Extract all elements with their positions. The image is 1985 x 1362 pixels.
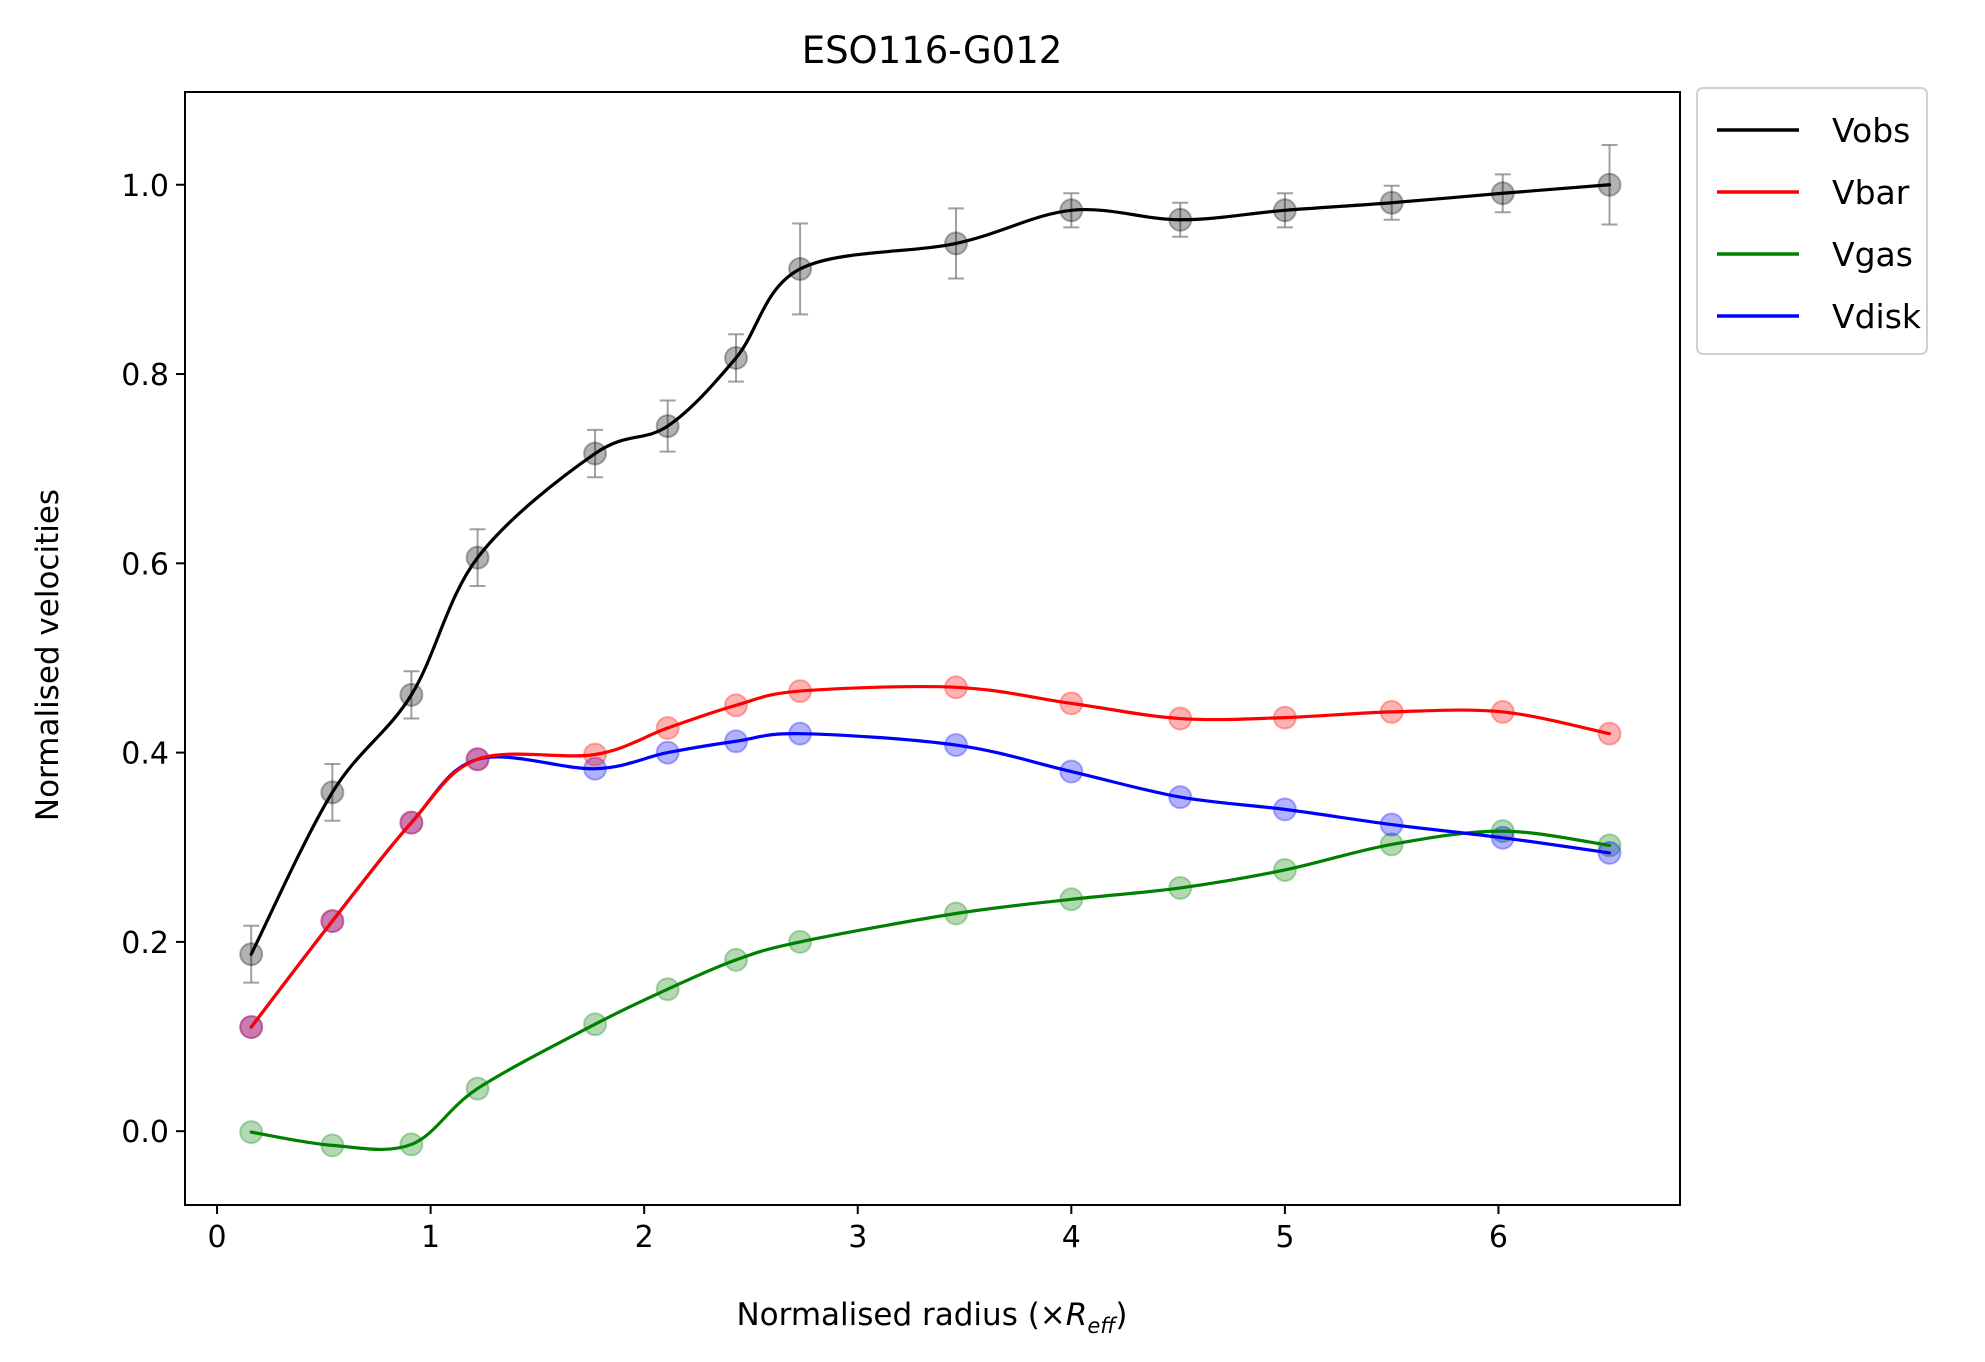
axis-ticks: 0 1 2 3 4 5 6 0.0 0.2 0.4 0.6 0.8 1.0 (121, 91, 1681, 1255)
y-tick-label: 0.4 (121, 737, 169, 772)
x-tick-label: 2 (635, 1220, 654, 1255)
y-tick-label: 0.8 (121, 358, 169, 393)
vgas-line (249, 829, 1612, 1152)
x-tick-label: 6 (1489, 1220, 1508, 1255)
legend-label-vbar: Vbar (1832, 173, 1910, 212)
axes-frame (184, 91, 1681, 1206)
vbar-line (249, 685, 1612, 1029)
y-tick-label: 0.2 (121, 926, 169, 961)
y-axis-title: Normalised velocities (30, 489, 66, 821)
x-tick-label: 1 (421, 1220, 440, 1255)
x-tick-label: 5 (1275, 1220, 1294, 1255)
vobs-line (249, 183, 1612, 956)
legend-label-vobs: Vobs (1832, 111, 1910, 150)
y-tick-label: 0.0 (121, 1115, 169, 1150)
x-axis-title-prefix: Normalised radius (× (736, 1297, 1065, 1333)
y-tick-label: 1.0 (121, 169, 169, 204)
x-tick-label: 4 (1062, 1220, 1081, 1255)
y-tick-label: 0.6 (121, 547, 169, 582)
x-tick-label: 0 (207, 1220, 226, 1255)
legend-box (1696, 87, 1928, 355)
legend: Vobs Vbar Vgas Vdisk (1696, 87, 1928, 355)
chart-title: ESO116-G012 (802, 29, 1063, 72)
legend-label-vdisk: Vdisk (1832, 297, 1922, 336)
plot-area (239, 144, 1622, 1158)
x-tick-label: 3 (848, 1220, 867, 1255)
legend-label-vgas: Vgas (1832, 235, 1913, 274)
x-axis-title-suffix: ) (1115, 1297, 1127, 1333)
x-axis-title-symbol: R (1066, 1297, 1088, 1333)
x-axis-title-subscript: eff (1087, 1314, 1118, 1338)
x-axis-title: Normalised radius (×Reff) (736, 1297, 1127, 1338)
